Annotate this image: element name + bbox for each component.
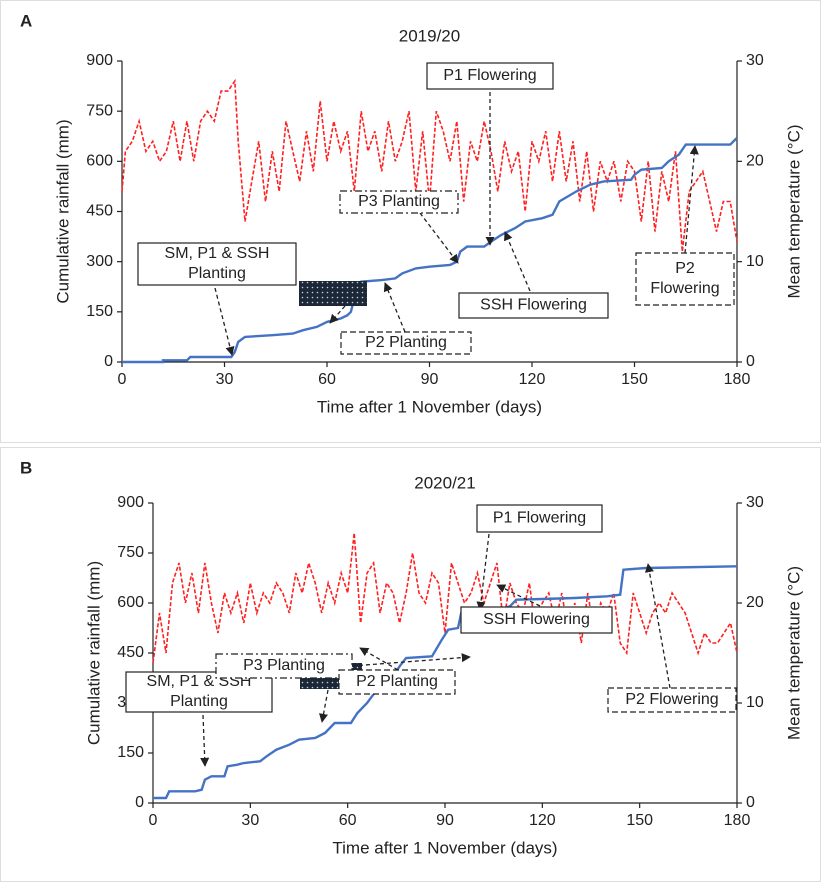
annotation-box: [137, 242, 297, 286]
rainfall-line: [153, 565, 738, 800]
annotation-box: [635, 252, 735, 306]
y-tick-label: 450: [117, 644, 144, 661]
annotation-text: P3 Planting: [243, 657, 325, 674]
y2-tick-label: 0: [746, 794, 755, 811]
temperature-line: [152, 532, 738, 664]
y2-tick-label: 10: [746, 253, 764, 270]
arrow: [644, 563, 671, 689]
annotation-box: [338, 669, 456, 695]
x-tick-label: 120: [529, 812, 556, 829]
y2-tick-label: 30: [746, 52, 764, 69]
annotation-text: P2 Planting: [365, 334, 447, 351]
y2-tick-label: 20: [746, 153, 764, 170]
x-tick-label: 90: [436, 812, 454, 829]
annotation-text: P3 Planting: [358, 193, 440, 210]
chart-title: 2019/20: [399, 26, 460, 45]
x-axis-label: Time after 1 November (days): [332, 838, 557, 857]
annotation-text: P1 Flowering: [493, 510, 586, 527]
y2-tick-label: 20: [746, 594, 764, 611]
temperature-line: [121, 78, 738, 252]
arrow: [329, 305, 346, 324]
y-axis-label: Cumulative rainfall (mm): [53, 119, 72, 303]
panel-label: A: [20, 11, 32, 30]
arrow: [496, 584, 541, 607]
annotation-box: [125, 671, 273, 713]
arrow: [200, 714, 210, 767]
x-tick-label: 90: [421, 371, 439, 388]
x-axis-label: Time after 1 November (days): [317, 397, 542, 416]
y2-tick-label: 0: [746, 353, 755, 370]
rainfall-line: [122, 137, 738, 364]
x-tick-label: 60: [339, 812, 357, 829]
annotation-text: SM, P1 & SSH: [165, 245, 270, 262]
arrow: [214, 287, 235, 356]
y-tick-label: 750: [86, 102, 113, 119]
y-tick-label: 150: [117, 744, 144, 761]
annotation-box: [460, 606, 613, 634]
annotation-box: [426, 62, 554, 90]
y2-axis-label: Mean temperature (°C): [784, 566, 803, 740]
arrow: [359, 647, 399, 671]
annotation-text: SSH Flowering: [483, 611, 590, 628]
annotation-box: [215, 653, 353, 679]
arrow: [684, 145, 699, 254]
x-tick-label: 60: [318, 371, 336, 388]
arrow: [504, 231, 531, 292]
annotation-text: Planting: [188, 265, 246, 282]
y2-tick-label: 10: [746, 694, 764, 711]
panel-label: B: [20, 458, 32, 477]
y-tick-label: 0: [135, 794, 144, 811]
arrow: [383, 282, 406, 333]
annotation-text: SSH Flowering: [480, 297, 587, 314]
x-tick-label: 30: [216, 371, 234, 388]
annotation-text: P1 Flowering: [443, 67, 536, 84]
x-tick-label: 150: [621, 371, 648, 388]
x-tick-label: 0: [149, 812, 158, 829]
annotation-text: Planting: [170, 693, 228, 710]
x-tick-label: 0: [118, 371, 127, 388]
annotation-box: [476, 504, 603, 533]
y-axis-label: Cumulative rainfall (mm): [84, 561, 103, 745]
arrow: [419, 212, 459, 264]
annotation-box: [607, 687, 737, 713]
annotation-text: P2: [675, 260, 695, 277]
y-tick-label: 750: [117, 544, 144, 561]
annotation-box: [340, 331, 472, 355]
arrow: [351, 653, 471, 667]
y2-axis-label: Mean temperature (°C): [784, 124, 803, 298]
y-tick-label: 150: [86, 303, 113, 320]
panel-frame: [0, 447, 821, 882]
x-tick-label: 180: [724, 812, 751, 829]
y-tick-label: 450: [86, 203, 113, 220]
y-tick-label: 900: [86, 52, 113, 69]
y-tick-label: 600: [117, 594, 144, 611]
arrow: [476, 533, 490, 611]
annotation-box: [339, 190, 459, 214]
annotation-text: P2 Flowering: [625, 691, 718, 708]
y-tick-label: 300: [86, 253, 113, 270]
y-tick-label: 900: [117, 494, 144, 511]
annotation-box: [458, 292, 609, 319]
arrow: [319, 689, 329, 723]
x-tick-label: 30: [241, 812, 259, 829]
x-tick-label: 180: [724, 371, 751, 388]
shaded-block: [299, 281, 367, 306]
y2-tick-label: 30: [746, 494, 764, 511]
y-tick-label: 600: [86, 153, 113, 170]
annotation-text: Flowering: [650, 280, 719, 297]
chart-title: 2020/21: [414, 473, 475, 492]
x-tick-label: 120: [519, 371, 546, 388]
x-tick-label: 150: [626, 812, 653, 829]
y-tick-label: 0: [104, 353, 113, 370]
annotation-text: P2 Planting: [356, 673, 438, 690]
